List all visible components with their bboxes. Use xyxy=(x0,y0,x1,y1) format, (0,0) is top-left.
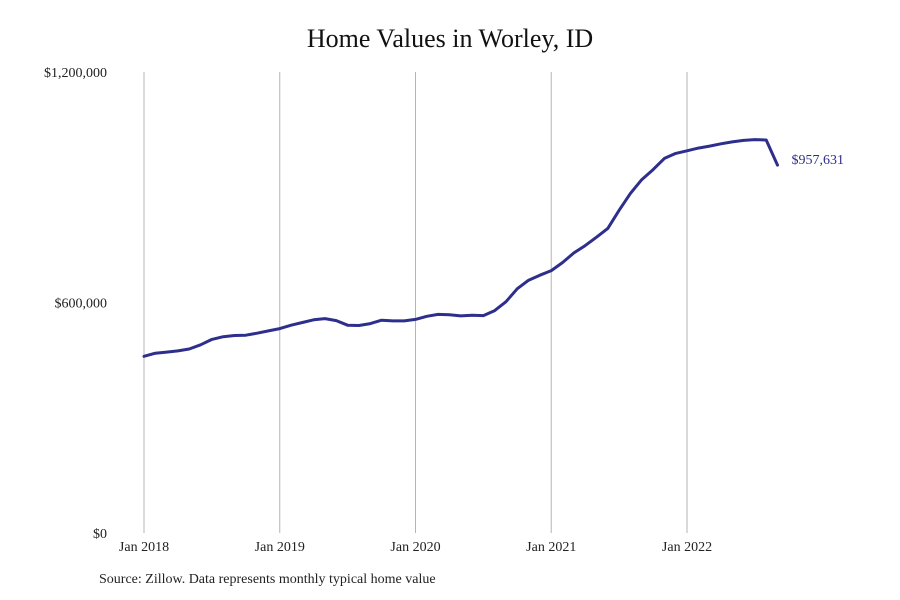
y-tick-label: $0 xyxy=(93,527,107,542)
end-value-label: $957,631 xyxy=(792,153,845,168)
source-note: Source: Zillow. Data represents monthly … xyxy=(99,572,436,587)
x-tick-label: Jan 2021 xyxy=(526,540,576,555)
x-tick-label: Jan 2022 xyxy=(662,540,712,555)
gridlines xyxy=(143,72,688,533)
x-tick-label: Jan 2018 xyxy=(119,540,169,555)
series-line xyxy=(142,138,779,358)
y-tick-label: $1,200,000 xyxy=(44,66,107,81)
x-tick-label: Jan 2019 xyxy=(255,540,305,555)
x-tick-label: Jan 2020 xyxy=(390,540,440,555)
x-axis-labels: Jan 2018 Jan 2019 Jan 2020 Jan 2021 Jan 2022 xyxy=(119,540,712,555)
y-axis-labels: $0 $600,000 $1,200,000 xyxy=(44,66,107,542)
chart-title: Home Values in Worley, ID xyxy=(306,24,594,53)
y-tick-label: $600,000 xyxy=(55,297,108,312)
